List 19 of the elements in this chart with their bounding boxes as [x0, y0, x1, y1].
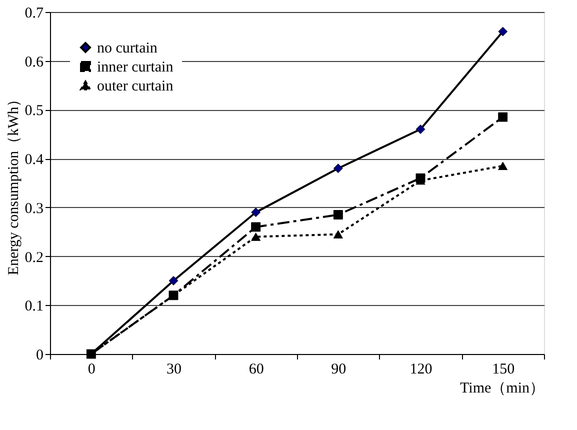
- x-axis-title: Time（min）: [460, 380, 544, 396]
- x-tick-label: 60: [248, 362, 264, 378]
- y-tick-label: 0: [36, 348, 44, 364]
- y-tick-label: 0.4: [24, 152, 44, 168]
- legend-label: outer curtain: [97, 78, 174, 94]
- y-tick-label: 0.3: [24, 200, 44, 217]
- legend-label: no curtain: [97, 40, 158, 56]
- y-axis-title: Energy consumption（kWh）: [6, 92, 22, 276]
- y-tick-label: 0.2: [24, 250, 44, 266]
- y-tick-label: 0.5: [24, 103, 44, 120]
- x-tick-label: 90: [331, 362, 346, 378]
- y-tick-label: 0.7: [24, 6, 44, 22]
- x-tick-label: 30: [166, 362, 182, 378]
- y-tick-label: 0.1: [24, 298, 44, 315]
- legend-label: inner curtain: [97, 60, 174, 76]
- x-tick-label: 150: [492, 362, 515, 378]
- x-tick-label: 0: [88, 362, 96, 378]
- x-tick-label: 120: [410, 362, 432, 378]
- y-tick-label: 0.6: [24, 54, 44, 70]
